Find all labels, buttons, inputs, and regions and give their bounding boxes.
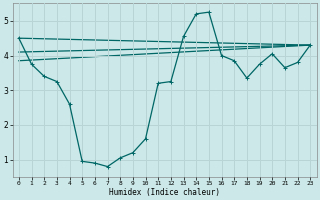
X-axis label: Humidex (Indice chaleur): Humidex (Indice chaleur) [109, 188, 220, 197]
